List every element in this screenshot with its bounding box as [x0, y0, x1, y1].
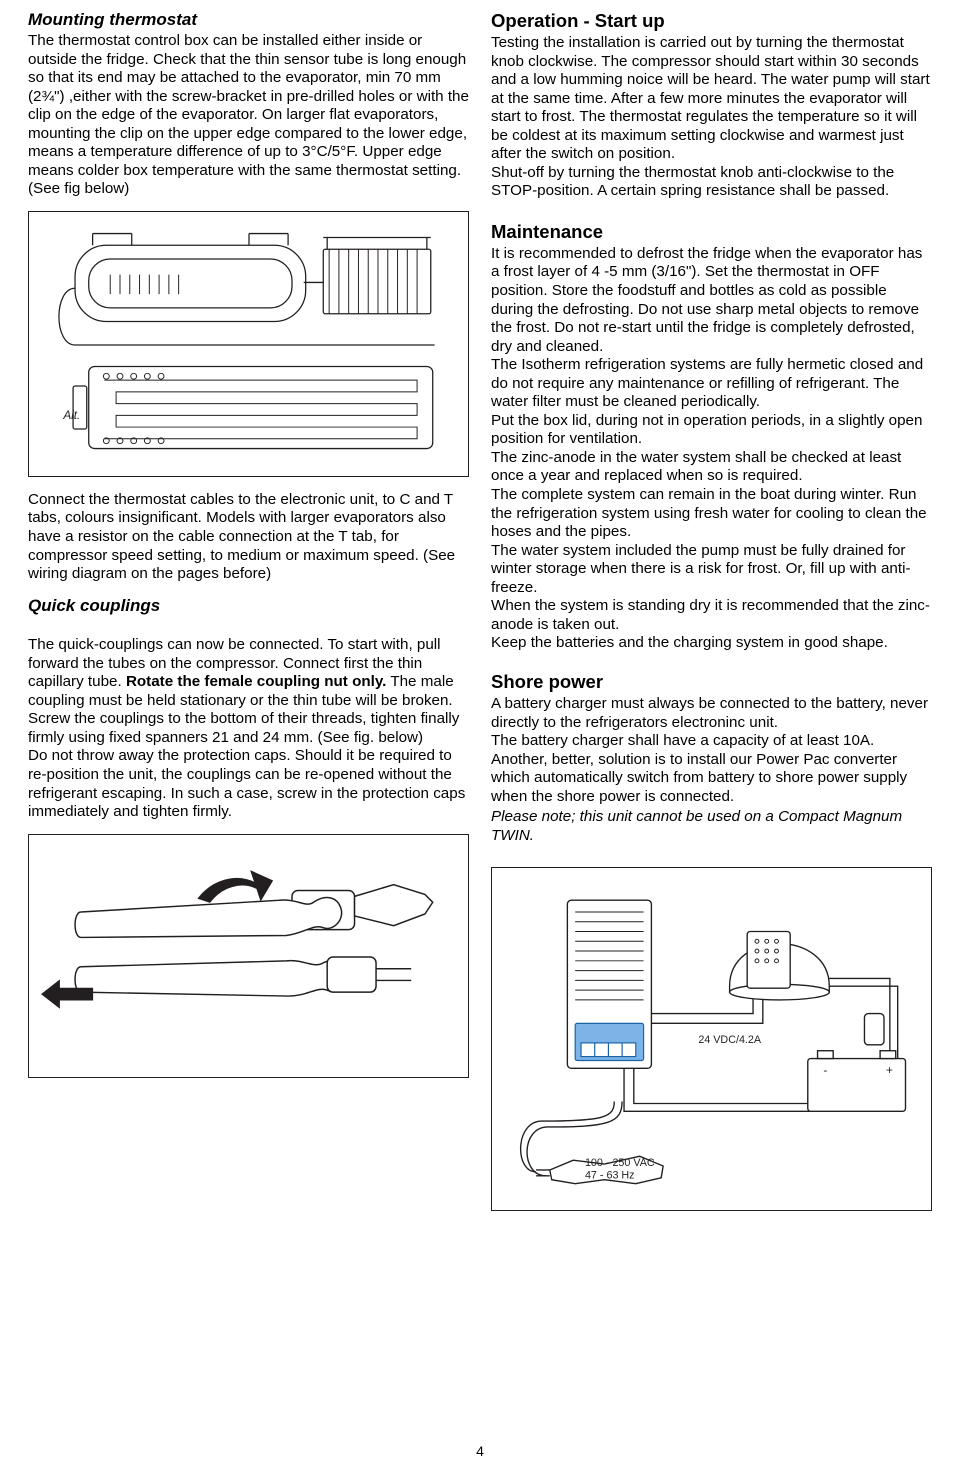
body-mounting-thermostat: The thermostat control box can be instal… [28, 32, 469, 199]
body-quick-couplings: The quick-couplings can now be connected… [28, 618, 469, 822]
dc-label: 24 VDC/4.2A [698, 1034, 762, 1046]
body-operation: Testing the installation is carried out … [491, 34, 932, 201]
left-column: Mounting thermostat The thermostat contr… [28, 10, 469, 1225]
alt-label: Alt. [62, 409, 80, 422]
figure-spanner-coupling [28, 834, 469, 1078]
battery-minus-label: - [823, 1065, 827, 1078]
heading-mounting-thermostat: Mounting thermostat [28, 10, 469, 30]
evaporator-diagram-icon: Alt. [34, 217, 464, 471]
spanner-diagram-icon [34, 841, 464, 1071]
quick-body-post: The male coupling must be held stationar… [28, 673, 465, 820]
battery-plus-label: + [885, 1065, 892, 1078]
figure-evaporator-mounting: Alt. [28, 211, 469, 477]
heading-quick-couplings: Quick couplings [28, 596, 469, 616]
body-connect-thermostat: Connect the thermostat cables to the ele… [28, 491, 469, 584]
body-shore-power-note: Please note; this unit cannot be used on… [491, 808, 932, 845]
figure-shore-power: - + 24 VDC/4.2A 100 - 250 VAC 47 - 63 Hz [491, 867, 932, 1211]
body-shore-power: A battery charger must always be connect… [491, 695, 932, 806]
heading-operation: Operation - Start up [491, 10, 932, 32]
column-layout: Mounting thermostat The thermostat contr… [28, 10, 932, 1225]
heading-maintenance: Maintenance [491, 221, 932, 243]
shore-power-diagram-icon: - + 24 VDC/4.2A 100 - 250 VAC 47 - 63 Hz [497, 873, 927, 1205]
body-maintenance: It is recommended to defrost the fridge … [491, 245, 932, 653]
ac-label-2: 47 - 63 Hz [584, 1170, 634, 1182]
right-column: Operation - Start up Testing the install… [491, 10, 932, 1225]
heading-shore-power: Shore power [491, 671, 932, 693]
ac-label-1: 100 - 250 VAC [584, 1157, 654, 1169]
page: Mounting thermostat The thermostat contr… [0, 0, 960, 1473]
page-number: 4 [0, 1443, 960, 1459]
quick-body-bold: Rotate the female coupling nut only. [126, 673, 386, 690]
